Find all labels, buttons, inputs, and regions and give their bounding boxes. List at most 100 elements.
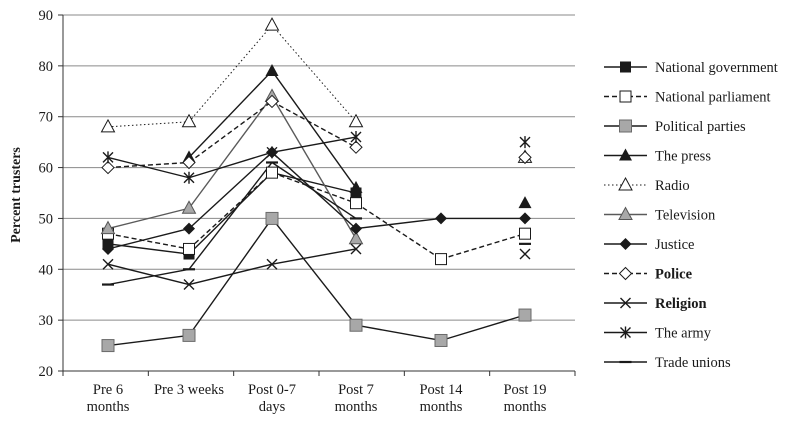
series-television-segment [107,207,190,230]
y-tick-label: 90 [39,8,54,24]
series-television-segment [188,95,273,209]
legend-trade-unions-item: Trade unions [604,355,731,371]
legend-national-government-label: National government [655,60,778,76]
series-political-parties-point [182,328,196,342]
series-national-parliament-point [350,197,362,210]
series-religion-segment [188,263,273,286]
series-religion-point [102,258,114,270]
x-tick-label: Pre 3 weeks [154,382,224,398]
series-justice-segment [355,217,442,230]
legend-the-press-label: The press [655,149,711,165]
legend-television-label: Television [655,208,716,224]
legend-television-item: Television [604,206,716,224]
legend-national-government-item: National government [604,60,778,76]
x-tick-label: Post 7 [338,382,374,398]
x-tick-label: months [504,399,547,415]
series-political-parties-segment [107,334,190,347]
legend-police-item: Police [604,267,693,283]
series-religion-point [266,258,278,270]
series-radio-point [181,113,197,128]
legend-political-parties-swatch-marker [619,119,632,133]
series-national-government-segment [271,171,357,194]
legend-the-army-swatch-marker [620,326,631,339]
legend-television-swatch-marker [618,206,633,220]
series-the-army-segment [107,156,190,179]
series-justice-point [183,222,195,235]
series-radio-point [348,113,364,128]
legend-the-army-label: The army [655,326,712,342]
series-radio-segment [188,24,273,123]
legend-religion-item: Religion [604,296,707,312]
series-justice-point [102,242,114,255]
series-the-army-point [519,136,531,149]
series-the-press-segment [271,70,357,189]
series-the-army-point [183,171,195,184]
series-the-press-point [265,63,279,76]
y-tick-label: 60 [39,161,54,177]
grid-lines [63,14,575,321]
legend-radio-swatch-marker [618,176,633,191]
legend-police-label: Police [655,267,693,283]
x-tick-label: Post 19 [503,382,546,398]
series-radio-segment [107,121,190,128]
x-tick-label: months [335,399,378,415]
series-police-point [349,140,363,154]
y-tick-label: 30 [39,313,54,329]
axes [58,14,576,376]
legend-national-parliament-item: National parliament [604,90,771,106]
y-tick-label: 80 [39,59,54,75]
series-trade-unions-segment [188,162,273,270]
y-tick-label: 20 [39,364,54,380]
series-political-parties-segment [271,217,357,326]
series-national-parliament-segment [188,172,273,250]
legend-political-parties-item: Political parties [604,119,746,135]
legend-police-swatch-marker [618,266,633,281]
series-justice-segment [188,151,273,230]
series-justice-point [350,222,362,235]
series-political-parties-segment [355,324,442,342]
series-religion-point [350,243,362,255]
series-national-parliament-point [266,166,278,179]
x-tick-label: months [420,399,463,415]
series-the-press-point [349,180,363,193]
x-tick-label: days [259,399,286,415]
series-national-parliament-segment [355,202,442,260]
y-tick-label: 40 [39,262,54,278]
series-radio-point [264,17,280,31]
legend-religion-swatch-marker [620,297,631,309]
series-religion-segment [271,248,357,265]
series-the-army-segment [271,136,357,154]
series-the-army-point [350,131,362,144]
series-national-parliament-segment [440,233,526,260]
series-television-point [181,200,197,214]
series-political-parties-segment [440,314,526,342]
series-television-point [100,220,116,235]
series-religion-segment [107,263,190,286]
series-police-point [518,150,532,165]
series-the-army-point [266,146,278,159]
series-markers [100,17,533,353]
series-police-point [265,94,279,109]
series-justice-segment [107,227,190,250]
series-police-point [182,155,196,170]
legend-justice-swatch-marker [619,238,632,250]
x-tick-label: Pre 6 [93,382,123,398]
series-national-government-segment [188,172,273,255]
legend-national-parliament-swatch-marker [619,90,632,103]
series-television-point [348,230,364,245]
legend-the-press-swatch-marker [619,148,632,161]
series-the-press-segment [188,70,273,158]
series-justice-point [435,212,447,225]
legend-national-government-swatch-marker [620,61,631,73]
legend-national-parliament-label: National parliament [655,90,771,106]
legend-religion-label: Religion [655,296,707,312]
series-lines [107,24,526,347]
series-political-parties-point [518,308,532,322]
series-trade-unions-segment [271,161,357,220]
legend-radio-label: Radio [655,178,690,194]
series-political-parties-point [434,333,448,347]
legend-political-parties-label: Political parties [655,119,746,135]
series-justice-point [519,212,531,225]
